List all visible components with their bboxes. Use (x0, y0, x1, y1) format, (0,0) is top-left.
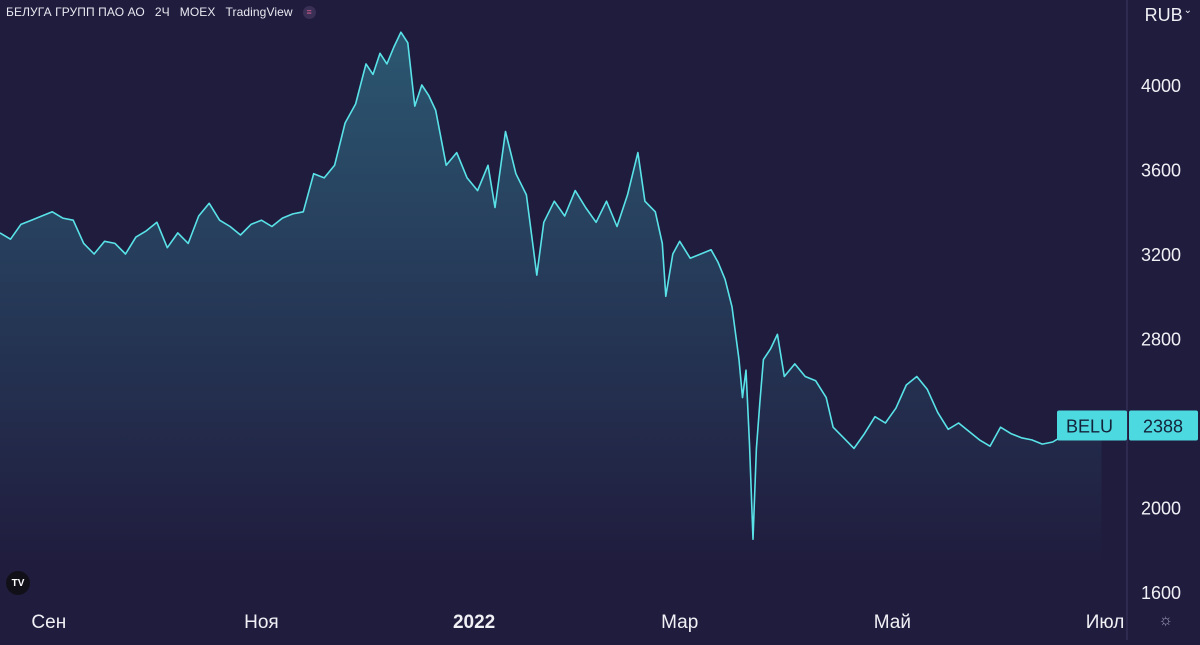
symbol-title[interactable]: БЕЛУГА ГРУПП ПАО АО (6, 5, 145, 19)
currency-label: RUB (1144, 5, 1183, 25)
chevron-down-icon: ⌄ (1183, 5, 1192, 16)
pink-dot-icon[interactable]: ≡ (302, 5, 316, 19)
y-tick-label: 3600 (1141, 161, 1181, 181)
price-tag-layer: BELU 2388 (1057, 410, 1198, 441)
ticker-tag-label: BELU (1066, 417, 1113, 437)
time-axis[interactable]: Сен Ноя 2022 Мар Май Июл (31, 612, 1124, 633)
price-series-line (0, 31, 1102, 540)
exchange-label: MOEX (179, 5, 216, 19)
currency-selector[interactable]: RUB⌄ (1145, 5, 1192, 26)
interval-label[interactable]: 2Ч (154, 5, 170, 19)
x-tick-label: 2022 (453, 612, 495, 633)
price-axis[interactable]: 1600200024002800320036004000 (1141, 76, 1181, 603)
y-tick-label: 4000 (1141, 76, 1181, 96)
x-tick-label: Ноя (244, 612, 279, 633)
tradingview-logo-icon[interactable]: TV (6, 571, 30, 595)
price-area-fill (0, 32, 1102, 566)
last-price-label: 2388 (1143, 417, 1183, 437)
x-tick-label: Мар (661, 612, 698, 633)
x-tick-label: Июл (1086, 612, 1125, 633)
gear-icon[interactable]: ☼ (1158, 612, 1173, 629)
y-tick-label: 3200 (1141, 245, 1181, 265)
area-layer (0, 32, 1102, 566)
y-tick-label: 2800 (1141, 330, 1181, 350)
source-label: TradingView (225, 5, 293, 19)
x-tick-label: Май (874, 612, 911, 633)
ticker-tag (1057, 410, 1127, 441)
x-tick-label: Сен (31, 612, 66, 633)
y-tick-label: 1600 (1141, 583, 1181, 603)
y-tick-label: 2000 (1141, 499, 1181, 519)
chart-header: БЕЛУГА ГРУПП ПАО АО 2Ч MOEX TradingView … (6, 5, 316, 19)
line-layer (0, 31, 1102, 540)
last-price-tag (1129, 410, 1198, 441)
